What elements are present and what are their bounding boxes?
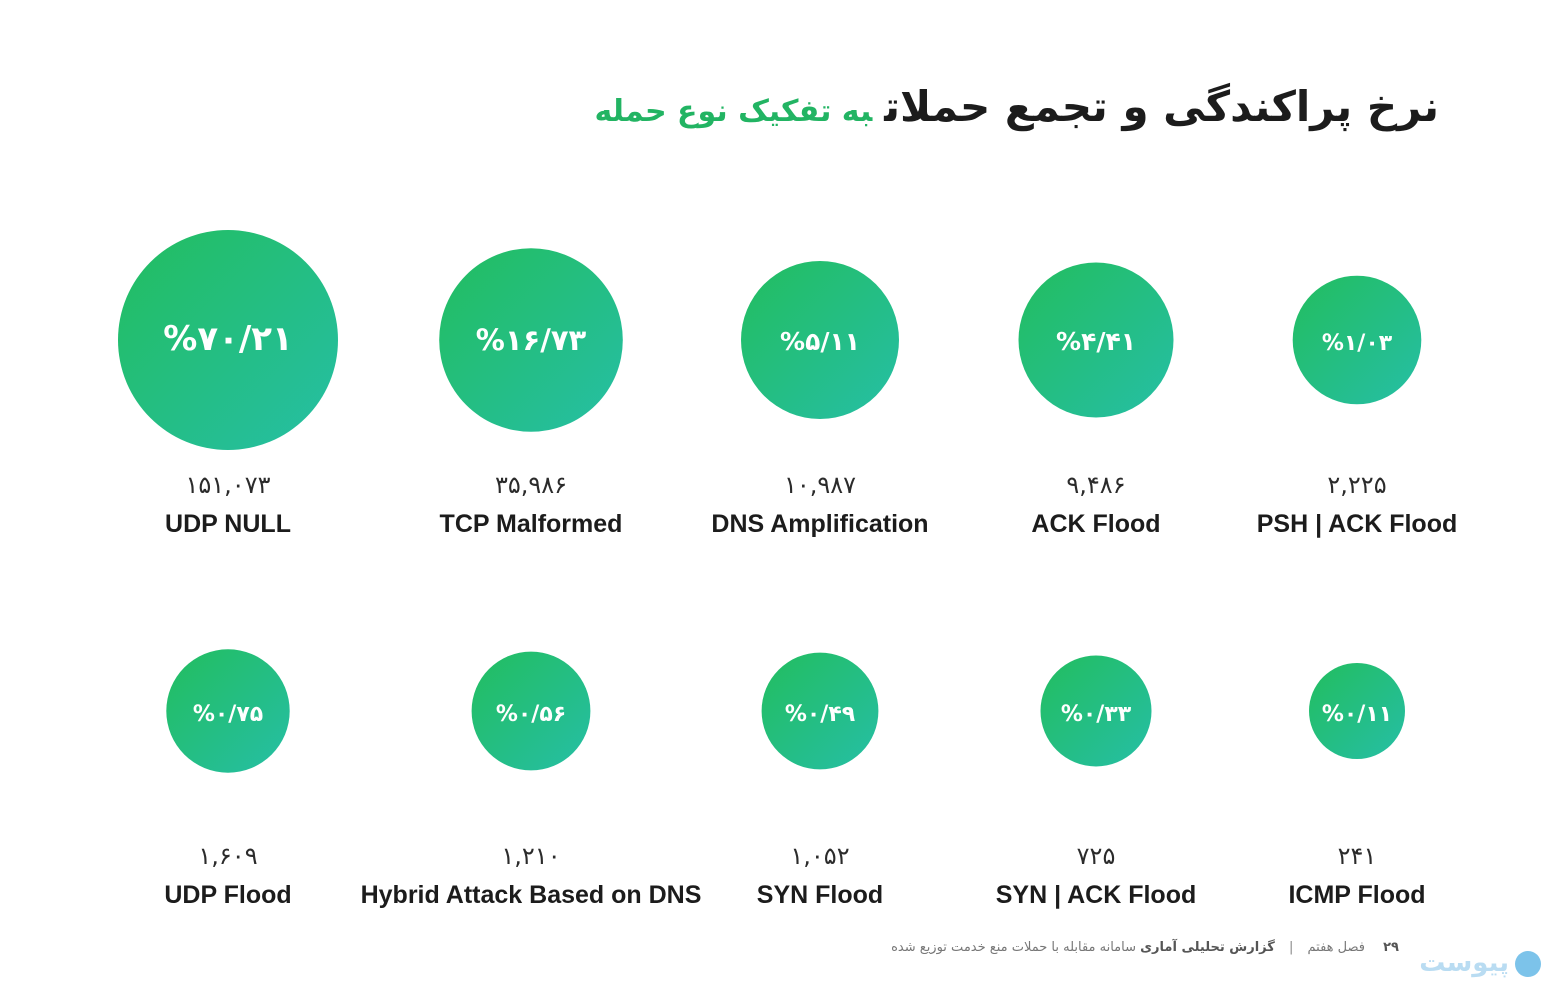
bubble-count-label: ۱,۶۰۹ [198, 842, 257, 870]
bubble-percent-label: %۱/۰۳ [1322, 331, 1393, 356]
bubble-count-label: ۱۵۱,۰۷۳ [186, 471, 271, 499]
report-subtitle: سامانه مقابله با حملات منع خدمت توزیع شد… [891, 940, 1136, 955]
bubble-name-label: UDP NULL [165, 510, 291, 538]
bubble-count-label: ۱,۲۱۰ [501, 842, 560, 870]
bubble-count-label: ۲۴۱ [1338, 842, 1377, 870]
bubble-name-label: SYN | ACK Flood [996, 881, 1197, 909]
footer-divider: | [1288, 940, 1294, 955]
bubble-count-label: ۹,۴۸۶ [1066, 471, 1125, 499]
bubble-percent-label: %۰/۴۹ [785, 702, 855, 727]
bubble-count-label: ۷۲۵ [1077, 842, 1116, 870]
title-main: نرخ پراکندگی و تجمع حملات [884, 82, 1439, 131]
bubble-name-label: PSH | ACK Flood [1257, 510, 1458, 538]
bubble-name-label: SYN Flood [757, 881, 883, 909]
bubble-count-label: ۲,۲۲۵ [1327, 471, 1386, 499]
page-number: ۲۹ [1383, 940, 1399, 955]
bubble [118, 230, 338, 450]
bubble [1040, 655, 1152, 767]
bubble-percent-label: %۰/۷۵ [193, 702, 263, 727]
bubble-percent-label: %۵/۱۱ [780, 327, 860, 356]
bubble-percent-label: %۴/۴۱ [1056, 327, 1136, 356]
bubble-name-label: ICMP Flood [1288, 881, 1425, 909]
page-title: نرخ پراکندگی و تجمع حملات به تفکیک نوع حم… [594, 82, 1439, 131]
footer: ۲۹ فصل هفتم | گزارش تحلیلی آماری سامانه … [891, 940, 1399, 955]
bubble [471, 651, 591, 771]
logo-text: پیوست [1419, 948, 1509, 978]
bubble [166, 649, 290, 773]
bubble [1018, 262, 1174, 418]
bubble [439, 248, 623, 432]
bubble-count-label: ۳۵,۹۸۶ [495, 471, 567, 499]
brand-logo: پیوست [1419, 948, 1541, 978]
title-accent: به تفکیک نوع حمله [594, 94, 873, 129]
bubble [1292, 275, 1422, 405]
bubble-percent-label: %۱۶/۷۳ [476, 323, 587, 357]
logo-mark-icon [1515, 950, 1541, 977]
bubble-name-label: UDP Flood [164, 881, 291, 909]
bubble-count-label: ۱۰,۹۸۷ [784, 471, 856, 499]
bubble-name-label: Hybrid Attack Based on DNS [361, 881, 702, 909]
bubble-count-label: ۱,۰۵۲ [790, 842, 849, 870]
chapter-label: فصل هفتم [1307, 940, 1365, 955]
bubble-percent-label: %۰/۳۳ [1061, 702, 1132, 727]
bubble [741, 261, 899, 419]
bubble [1309, 663, 1405, 759]
bubble-percent-label: %۰/۱۱ [1322, 702, 1392, 727]
bubble [761, 652, 879, 770]
bubble-percent-label: %۷۰/۲۱ [163, 319, 293, 359]
bubble-name-label: ACK Flood [1031, 510, 1160, 538]
bubble-name-label: TCP Malformed [440, 510, 623, 538]
report-title: گزارش تحلیلی آماری [1140, 940, 1275, 955]
bubble-percent-label: %۰/۵۶ [496, 702, 566, 727]
bubble-name-label: DNS Amplification [711, 510, 928, 538]
